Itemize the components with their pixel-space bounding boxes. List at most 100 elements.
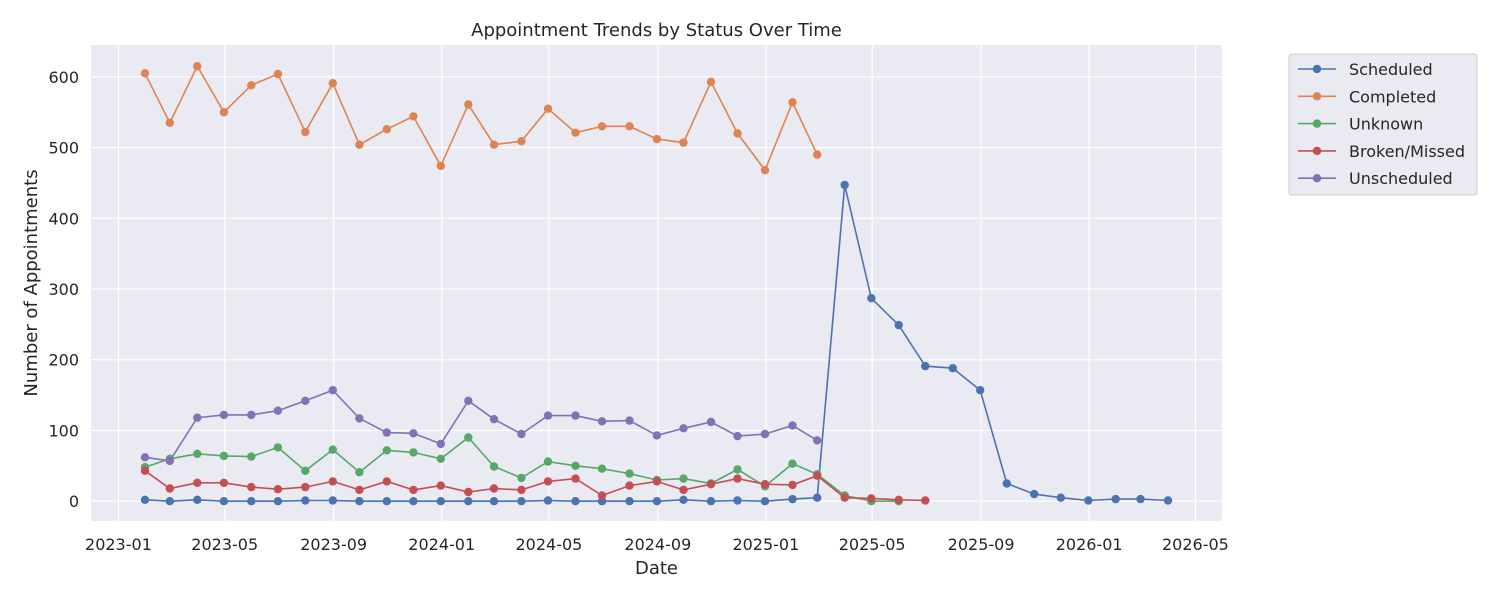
data-point <box>597 417 607 426</box>
data-point <box>760 166 770 175</box>
data-point <box>273 406 283 415</box>
legend: Scheduled Completed Unknown Broken/Missed Un… <box>1288 53 1478 196</box>
data-point <box>788 459 797 468</box>
data-point <box>247 452 256 461</box>
data-point <box>273 69 283 79</box>
data-point <box>140 495 150 504</box>
data-point <box>543 477 553 486</box>
data-point <box>517 473 526 483</box>
legend-marker <box>1312 119 1322 128</box>
data-point <box>409 429 418 438</box>
data-point <box>436 454 445 463</box>
data-point <box>517 485 526 495</box>
data-point <box>543 104 553 113</box>
data-point <box>517 137 526 146</box>
x-tick-label: 2023-05 <box>191 535 258 554</box>
data-point <box>301 466 310 475</box>
data-point <box>760 497 770 506</box>
x-tick-label: 2024-09 <box>624 535 691 554</box>
data-point <box>273 485 283 494</box>
data-point <box>1084 496 1093 505</box>
data-point <box>165 497 174 506</box>
data-point <box>382 125 391 134</box>
data-point <box>571 474 580 483</box>
data-point <box>760 429 770 439</box>
data-point <box>679 138 688 147</box>
data-point <box>733 129 742 138</box>
data-point <box>464 433 473 442</box>
data-point <box>1136 494 1145 504</box>
data-point <box>219 108 229 117</box>
data-point <box>543 496 553 505</box>
y-tick-label: 600 <box>48 68 79 87</box>
data-point <box>597 464 607 473</box>
data-point <box>679 474 688 483</box>
data-point <box>733 474 742 483</box>
data-point <box>948 364 957 373</box>
legend-marker <box>1312 146 1322 156</box>
data-point <box>788 421 797 430</box>
series-broken-missed <box>140 466 930 505</box>
data-point <box>1056 493 1066 502</box>
x-tick-label: 2023-09 <box>300 535 367 554</box>
y-tick-label: 500 <box>48 139 79 158</box>
series-line <box>144 470 926 502</box>
data-point <box>301 127 310 137</box>
data-point <box>571 411 580 420</box>
data-point <box>543 411 553 420</box>
data-point <box>301 396 310 405</box>
data-point <box>921 496 930 505</box>
data-point <box>652 431 662 440</box>
x-tick-label: 2026-05 <box>1162 535 1229 554</box>
data-point <box>328 79 337 88</box>
data-point <box>733 496 742 505</box>
data-point <box>597 491 607 500</box>
data-point <box>813 471 822 480</box>
data-point <box>733 431 742 441</box>
legend-marker <box>1312 92 1322 101</box>
data-point <box>464 396 473 405</box>
data-point <box>867 494 876 503</box>
tick-labels: 2023-01 2023-05 2023-09 2024-01 2024-05 2024-… <box>48 68 1228 554</box>
legend-label: Unknown <box>1349 115 1423 134</box>
x-tick-label: 2023-01 <box>85 535 152 554</box>
data-point <box>489 140 499 149</box>
data-point <box>788 494 797 504</box>
plot-area <box>91 45 1222 521</box>
data-point <box>788 480 797 490</box>
y-tick-label: 100 <box>48 421 79 440</box>
data-point <box>489 497 499 506</box>
data-point <box>355 414 364 423</box>
legend-label: Scheduled <box>1349 60 1433 79</box>
data-point <box>464 497 473 506</box>
data-point <box>1030 489 1039 499</box>
data-point <box>436 497 445 506</box>
data-point <box>165 456 174 466</box>
data-point <box>679 485 688 495</box>
data-point <box>273 497 283 506</box>
data-point <box>652 134 662 144</box>
x-tick-label: 2024-01 <box>408 535 475 554</box>
data-point <box>464 100 473 109</box>
data-point <box>1111 494 1120 504</box>
data-point <box>517 429 526 439</box>
data-point <box>355 468 364 477</box>
data-point <box>760 480 770 489</box>
x-tick-label: 2026-01 <box>1056 535 1123 554</box>
data-point <box>652 497 662 506</box>
data-point <box>840 493 849 502</box>
y-tick-label: 0 <box>69 492 79 511</box>
data-point <box>976 386 985 395</box>
data-point <box>247 410 256 420</box>
data-point <box>219 410 229 420</box>
data-point <box>597 122 607 131</box>
data-point <box>301 496 310 505</box>
data-point <box>1002 479 1011 488</box>
series-line <box>144 64 818 172</box>
data-point <box>328 386 337 395</box>
data-point <box>894 320 903 330</box>
legend-label: Broken/Missed <box>1349 142 1465 161</box>
data-point <box>625 122 634 131</box>
data-point <box>813 436 822 445</box>
